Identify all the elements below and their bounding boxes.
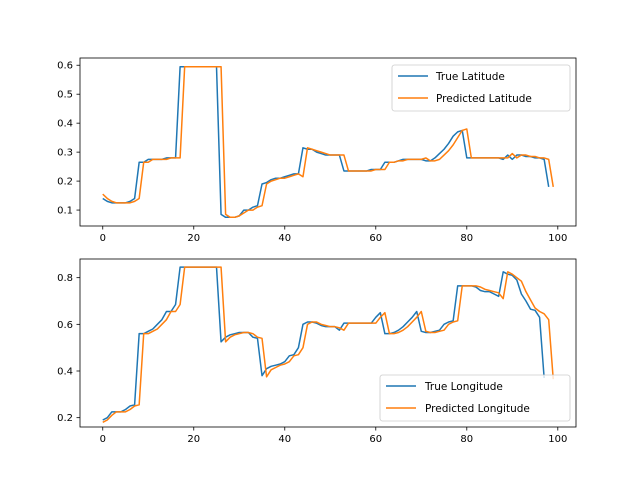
latitude-subplot: 0 20 40 60 80 100 0.1 0.2 0.3 0.4 0.5 0.6 True Lati… [57,57,577,244]
latitude-xtick-label: 20 [187,233,200,244]
longitude-ytick-label: 0.2 [57,413,73,424]
longitude-ticks: 0 20 40 60 80 100 0.2 0.4 0.6 0.8 [57,273,567,445]
legend-predicted-latitude-label: Predicted Latitude [436,93,532,105]
longitude-xtick-label: 60 [369,434,382,445]
latitude-xtick-label: 100 [548,233,567,244]
latitude-ytick-label: 0.6 [57,61,73,72]
latitude-ytick-label: 0.1 [57,206,73,217]
latitude-legend-box [391,64,571,112]
longitude-subplot: 0 20 40 60 80 100 0.2 0.4 0.6 0.8 True Longitude … [57,258,577,445]
longitude-legend: True Longitude Predicted Longitude [379,374,571,422]
legend-true-latitude-label: True Latitude [435,71,505,83]
longitude-xtick-label: 0 [100,434,106,445]
longitude-legend-box [379,374,571,422]
longitude-axes-frame [79,258,577,428]
latitude-xtick-label: 40 [278,233,291,244]
longitude-series [102,266,554,423]
longitude-ytick-label: 0.4 [57,367,73,378]
latitude-ticks: 0 20 40 60 80 100 0.1 0.2 0.3 0.4 0.5 0.6 [57,61,567,244]
longitude-ytick-label: 0.6 [57,320,73,331]
latitude-legend: True Latitude Predicted Latitude [391,64,571,112]
latitude-xtick-label: 60 [369,233,382,244]
legend-predicted-longitude-label: Predicted Longitude [425,403,530,415]
predicted-longitude-line [102,266,554,423]
latitude-ytick-label: 0.4 [57,119,73,130]
latitude-ytick-label: 0.2 [57,177,73,188]
latitude-xtick-label: 0 [100,233,106,244]
latitude-axes-frame [79,57,577,227]
latitude-ytick-label: 0.3 [57,148,73,159]
longitude-xtick-label: 20 [187,434,200,445]
longitude-xtick-label: 100 [548,434,567,445]
legend-true-longitude-label: True Longitude [424,381,503,393]
latitude-series [102,65,554,219]
latitude-ytick-label: 0.5 [57,90,73,101]
predicted-latitude-line [102,65,554,219]
longitude-xtick-label: 40 [278,434,291,445]
latitude-xtick-label: 80 [460,233,473,244]
longitude-ytick-label: 0.8 [57,273,73,284]
longitude-xtick-label: 80 [460,434,473,445]
